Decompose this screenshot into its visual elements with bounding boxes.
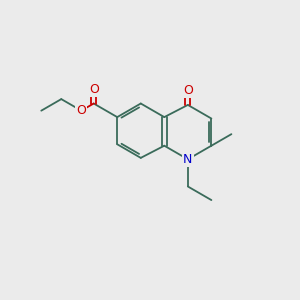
- Text: O: O: [183, 84, 193, 97]
- Text: O: O: [89, 83, 99, 96]
- Text: N: N: [183, 153, 193, 166]
- Text: O: O: [76, 104, 86, 117]
